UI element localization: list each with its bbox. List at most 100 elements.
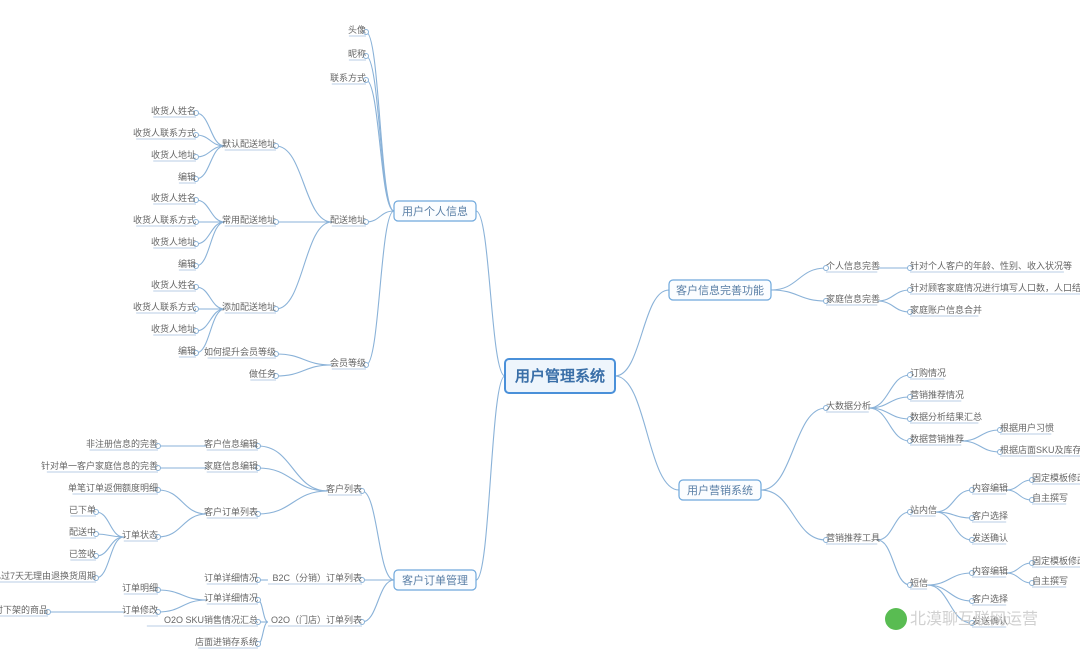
leaf-im_tpl: 固定模板修改 — [1032, 472, 1080, 483]
leaf-d1d: 编辑 — [178, 171, 196, 182]
edge — [761, 490, 826, 540]
leaf-sku_sum: O2O SKU销售情况汇总 — [164, 614, 258, 625]
leaf-store_sys: 店面进销存系统 — [195, 636, 258, 647]
edge — [936, 512, 972, 540]
leaf-sms: 短信 — [910, 577, 928, 588]
leaf-fam_det2: 家庭账户信息合并 — [910, 304, 982, 315]
leaf-cust_order_list: 客户订单列表 — [204, 506, 258, 517]
leaf-sm_tpl: 固定模板修改 — [1032, 555, 1080, 566]
edge — [258, 491, 328, 514]
leaf-bigdata: 大数据分析 — [826, 400, 871, 411]
edge — [366, 56, 394, 211]
edge — [615, 290, 669, 376]
leaf-shipping: 配送中 — [69, 526, 96, 537]
edge — [158, 490, 207, 514]
leaf-pers_det: 针对个人客户的年龄、性别、收入状况等 — [910, 260, 1072, 271]
edge — [196, 287, 225, 309]
edge — [196, 222, 225, 266]
edge — [615, 376, 679, 490]
leaf-data_rec: 数据营销推荐 — [910, 433, 964, 444]
branch-label: 客户信息完善功能 — [676, 283, 764, 297]
leaf-single_fam: 针对单一客户家庭信息的完善 — [41, 460, 158, 471]
edge — [1006, 480, 1032, 490]
edge — [258, 600, 268, 622]
leaf-sub_status: 订购情况 — [910, 367, 946, 378]
edge — [96, 512, 124, 537]
leaf-sm_self: 自主撰写 — [1032, 575, 1068, 586]
leaf-tools: 营销推荐工具 — [826, 532, 880, 543]
leaf-mkt_status: 营销推荐情况 — [910, 389, 964, 400]
leaf-by_habit: 根据用户习惯 — [1000, 422, 1054, 433]
leaf-d1a: 收货人姓名 — [151, 105, 196, 116]
leaf-fam_comp: 家庭信息完善 — [826, 293, 880, 304]
edge — [1006, 490, 1032, 500]
leaf-add_addr: 添加配送地址 — [222, 301, 276, 312]
edge — [366, 80, 394, 211]
edge — [96, 534, 124, 537]
leaf-contact: 联系方式 — [330, 72, 366, 83]
leaf-sm_content: 内容编辑 — [972, 565, 1008, 576]
edge — [276, 365, 332, 376]
edge — [761, 408, 826, 490]
edge — [1006, 573, 1032, 583]
edge — [158, 600, 207, 612]
edge — [258, 622, 268, 644]
leaf-data_sum: 数据分析结果汇总 — [910, 411, 982, 422]
leaf-im_self: 自主撰写 — [1032, 492, 1068, 503]
edge — [927, 585, 972, 601]
leaf-d3a: 收货人姓名 — [151, 279, 196, 290]
leaf-def_addr: 默认配送地址 — [222, 138, 276, 149]
leaf-single_comm: 单笔订单返佣额度明细 — [68, 482, 158, 493]
branch-label: 客户订单管理 — [402, 573, 468, 587]
leaf-ordered: 已下单 — [69, 504, 96, 515]
leaf-not_shelf: 针对未能及时下架的商品 — [0, 604, 48, 615]
leaf-d2a: 收货人姓名 — [151, 192, 196, 203]
edge — [961, 430, 1000, 441]
leaf-avatar: 头像 — [348, 24, 366, 35]
edge — [276, 354, 332, 365]
edge — [1006, 563, 1032, 573]
leaf-ship_addr: 配送地址 — [330, 214, 366, 225]
leaf-pers_comp: 个人信息完善 — [826, 260, 880, 271]
leaf-task: 做任务 — [249, 368, 276, 379]
leaf-order_det: 订单明细 — [122, 582, 158, 593]
edge — [961, 441, 1000, 452]
leaf-nonreg: 非注册信息的完善 — [86, 438, 158, 449]
edge — [362, 580, 394, 622]
edge — [927, 573, 972, 585]
leaf-o2o_list: O2O（门店）订单列表 — [271, 614, 362, 625]
leaf-order_status: 订单状态 — [122, 529, 158, 540]
edge — [276, 222, 332, 309]
edge — [366, 211, 394, 365]
branch-label: 用户个人信息 — [402, 204, 468, 218]
leaf-member_lvl: 会员等级 — [330, 357, 366, 368]
branch-label: 用户营销系统 — [687, 483, 753, 497]
root-label: 用户管理系统 — [515, 367, 605, 385]
leaf-d2c: 收货人地址 — [151, 236, 196, 247]
leaf-fam_edit: 家庭信息编辑 — [204, 460, 258, 471]
edge — [771, 290, 826, 301]
leaf-b2c_list: B2C（分销）订单列表 — [272, 572, 362, 583]
edge — [877, 512, 910, 540]
leaf-com_addr: 常用配送地址 — [222, 214, 276, 225]
leaf-d2b: 收货人联系方式 — [133, 214, 196, 225]
leaf-d3b: 收货人联系方式 — [133, 301, 196, 312]
edge — [196, 309, 225, 331]
leaf-signed: 已签收 — [69, 548, 96, 559]
leaf-nickname: 昵称 — [348, 48, 366, 59]
edge — [476, 376, 505, 580]
edge — [877, 540, 910, 585]
edge — [877, 290, 910, 301]
edge — [936, 490, 972, 512]
edge — [276, 146, 332, 222]
leaf-d1c: 收货人地址 — [151, 149, 196, 160]
leaf-order_mod: 订单修改 — [122, 604, 158, 615]
leaf-fam_det1: 针对顾客家庭情况进行填写人口数，人口结构等 — [910, 282, 1080, 293]
leaf-inmail: 站内信 — [910, 504, 937, 515]
edge — [158, 514, 207, 537]
edge — [476, 211, 505, 376]
leaf-cust_list: 客户列表 — [326, 483, 362, 494]
edge — [877, 301, 910, 312]
edge — [196, 200, 225, 222]
leaf-d3d: 编辑 — [178, 345, 196, 356]
